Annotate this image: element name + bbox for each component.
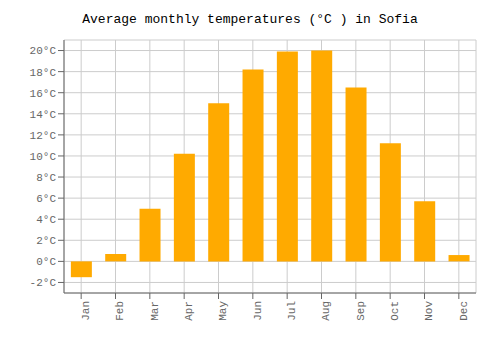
- svg-text:4°C: 4°C: [36, 214, 56, 226]
- svg-text:20°C: 20°C: [30, 45, 57, 57]
- svg-text:Aug: Aug: [320, 301, 332, 321]
- svg-text:Jul: Jul: [286, 301, 298, 321]
- svg-text:6°C: 6°C: [36, 193, 56, 205]
- svg-text:Jun: Jun: [252, 301, 264, 321]
- svg-text:Mar: Mar: [149, 301, 161, 321]
- svg-text:14°C: 14°C: [30, 109, 57, 121]
- svg-text:10°C: 10°C: [30, 151, 57, 163]
- svg-text:May: May: [217, 301, 229, 321]
- svg-text:Dec: Dec: [458, 301, 470, 321]
- svg-text:2°C: 2°C: [36, 235, 56, 247]
- svg-text:8°C: 8°C: [36, 172, 56, 184]
- svg-text:12°C: 12°C: [30, 130, 57, 142]
- svg-text:Jan: Jan: [80, 301, 92, 321]
- svg-text:18°C: 18°C: [30, 67, 57, 79]
- svg-text:Feb: Feb: [114, 301, 126, 321]
- svg-text:Nov: Nov: [423, 301, 435, 321]
- svg-text:Oct: Oct: [389, 301, 401, 321]
- html-text:Average monthly temperatures (: Average monthly temperatures (°C ) in So…: [82, 12, 418, 27]
- svg-text:Sep: Sep: [355, 301, 367, 321]
- svg-text:16°C: 16°C: [30, 88, 57, 100]
- svg-text:Apr: Apr: [183, 301, 195, 321]
- svg-text:0°C: 0°C: [36, 256, 56, 268]
- svg-text:-2°C: -2°C: [30, 277, 57, 289]
